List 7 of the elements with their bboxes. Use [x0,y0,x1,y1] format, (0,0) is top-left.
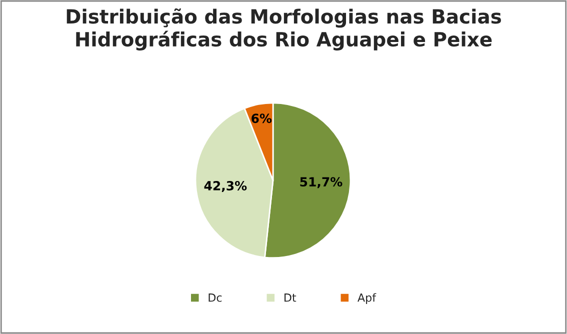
legend-label: Dc [208,294,222,302]
data-label: 42,3% [204,181,247,192]
legend-label: Apf [358,293,376,304]
data-label: 51,7% [300,177,342,188]
legend-label: Dt [284,294,296,302]
data-label: 6% [252,114,272,124]
chart-title: Distribuição das Morfologias nas Bacias Hidrográficas dos Rio Aguapei e Peixe [66,8,501,51]
